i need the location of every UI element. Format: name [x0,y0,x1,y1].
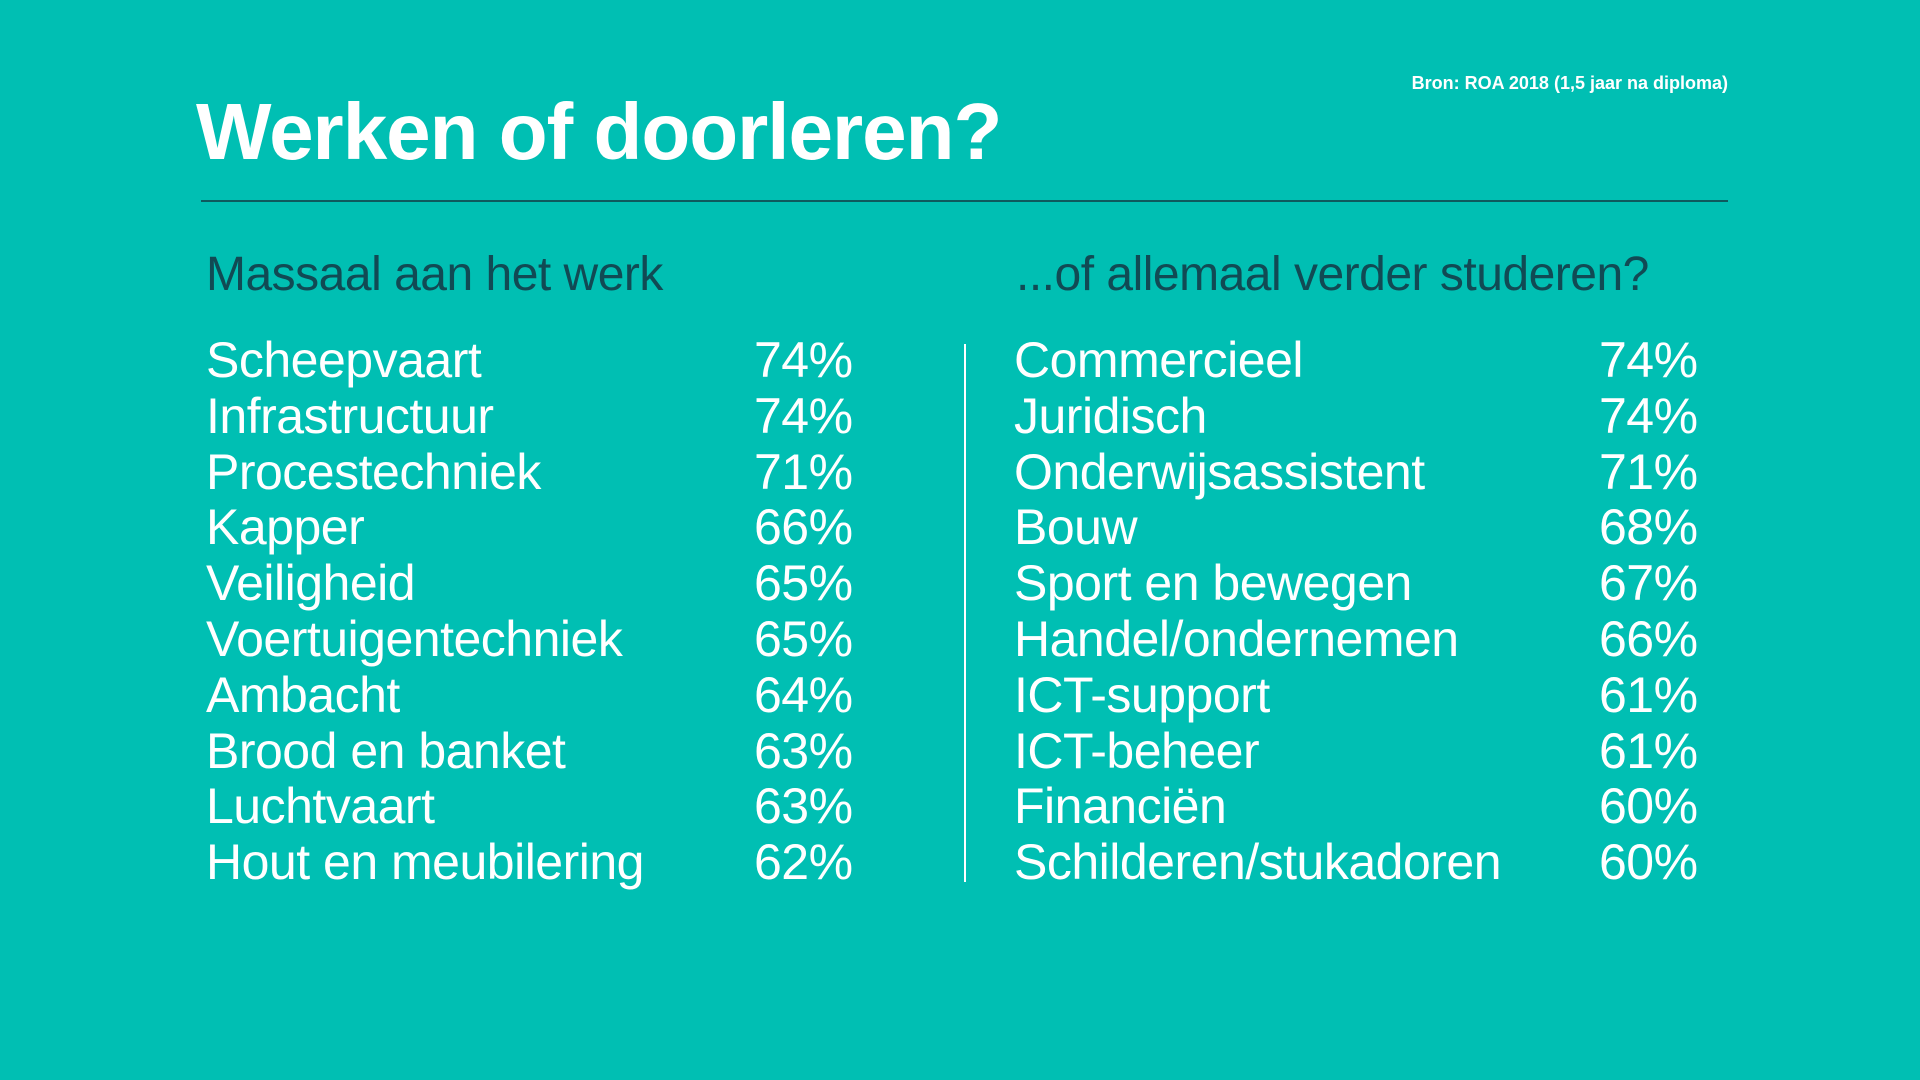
row-value: 74% [754,387,853,444]
row-label: ICT-beheer [1014,722,1260,779]
row-value: 68% [1599,499,1698,556]
row-value: 67% [1599,555,1698,612]
row-value: 64% [754,666,853,723]
row-label: Handel/ondernemen [1014,610,1459,667]
row-value: 74% [1599,332,1698,388]
row-value: 71% [1599,443,1698,500]
row-value: 65% [754,610,853,667]
row-label: Sport en bewegen [1014,555,1412,612]
row-value: 63% [754,722,853,779]
row-value: 74% [754,332,853,388]
row-label: Kapper [206,499,365,556]
table-heading-work: Massaal aan het werk [206,248,663,301]
row-label: Bouw [1014,499,1138,556]
row-value: 60% [1599,834,1698,891]
row-value: 65% [754,555,853,612]
row-label: Voertuigentechniek [206,610,623,667]
row-label: Commercieel [1014,332,1304,388]
row-label: Procestechniek [206,443,541,500]
row-label: Scheepvaart [206,332,482,388]
row-label: Schilderen/stukadoren [1014,834,1502,891]
row-value: 62% [754,834,853,891]
row-label: Onderwijsassistent [1014,443,1425,500]
table-heading-study: ...of allemaal verder studeren? [1016,248,1649,301]
page-title: Werken of doorleren? [196,87,1002,176]
row-value: 61% [1599,722,1698,779]
source-note: Bron: ROA 2018 (1,5 jaar na diploma) [1411,73,1728,93]
row-value: 61% [1599,666,1698,723]
row-label: Veiligheid [206,555,416,612]
title-rule [201,200,1728,202]
row-label: Hout en meubilering [206,834,645,891]
row-value: 66% [1599,610,1698,667]
row-value: 66% [754,499,853,556]
row-label: Brood en banket [206,722,566,779]
row-value: 74% [1599,387,1698,444]
row-value: 71% [754,443,853,500]
column-divider [964,344,966,882]
row-label: Ambacht [206,666,400,723]
row-label: Infrastructuur [206,387,494,444]
row-value: 60% [1599,778,1698,835]
row-label: Juridisch [1014,387,1207,444]
row-value: 63% [754,778,853,835]
row-label: Luchtvaart [206,778,435,835]
row-label: ICT-support [1014,666,1270,723]
row-label: Financiën [1014,778,1227,835]
